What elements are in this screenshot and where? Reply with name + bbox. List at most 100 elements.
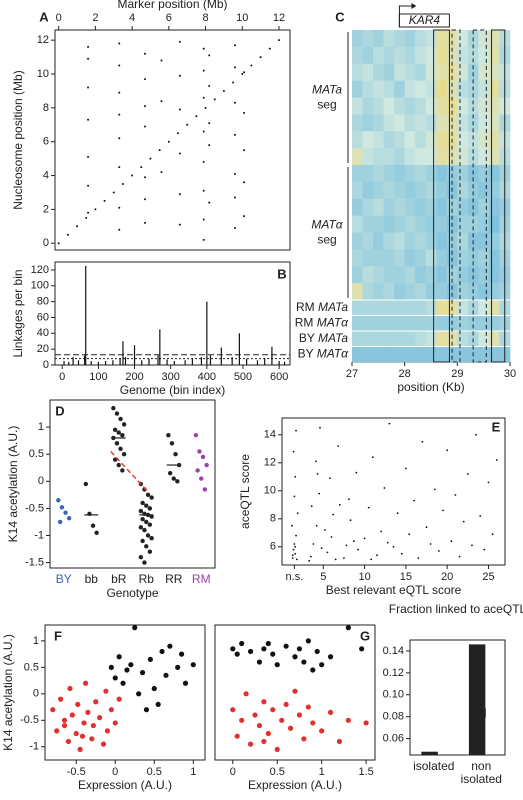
y-axis-label: K14 acetylation (A.U.): [1, 634, 15, 751]
data-point: [233, 101, 236, 104]
data-point: [87, 155, 90, 158]
x-tick-label: 0: [230, 766, 236, 778]
data-point: [296, 712, 303, 718]
heatmap-cell: [488, 181, 500, 200]
data-point: [292, 688, 298, 694]
heatmap-cell: [373, 300, 384, 316]
data-point: [143, 176, 146, 179]
data-point: [112, 427, 118, 433]
data-point: [334, 558, 337, 561]
heatmap-cell: [415, 331, 427, 347]
data-point: [63, 510, 68, 515]
y-tick-label: 0.12: [383, 667, 404, 679]
data-point: [94, 530, 99, 535]
data-point: [116, 462, 121, 468]
data-point: [247, 741, 254, 747]
heatmap-cell: [383, 249, 395, 267]
heatmap-cell: [362, 165, 374, 183]
heatmap-cell: [478, 181, 490, 200]
data-point: [118, 64, 121, 67]
data-point: [87, 86, 90, 89]
data-point: [259, 56, 262, 59]
y-tick-label: -1.5: [25, 556, 44, 568]
data-point: [143, 105, 146, 108]
data-point: [429, 543, 432, 545]
data-point: [294, 545, 297, 548]
heatmap-cell: [383, 46, 395, 65]
heatmap-cell: [383, 80, 395, 98]
x-tick-label: 200: [125, 371, 143, 383]
x-tick-label: 28: [399, 368, 411, 380]
data-point: [178, 40, 181, 43]
heatmap-cell: [457, 249, 469, 267]
panel-letter: C: [335, 9, 345, 24]
heatmap-cell: [352, 249, 363, 267]
heatmap-cell: [383, 198, 395, 216]
data-point: [408, 533, 411, 536]
heatmap-cell: [436, 181, 448, 200]
data-point: [50, 707, 56, 713]
y-tick-label: 12: [264, 457, 276, 469]
heatmap-cell: [425, 215, 437, 233]
y-tick-label: -1: [34, 529, 44, 541]
data-point: [392, 545, 395, 548]
chart-title: Fraction linked to aceQTL: [389, 602, 523, 616]
heatmap-cell: [404, 30, 416, 48]
heatmap-cell: [457, 181, 469, 200]
heatmap-cell: [488, 131, 500, 149]
heatmap-cell: [425, 232, 437, 250]
panel-letter: B: [277, 266, 286, 281]
heatmap-cell: [436, 249, 448, 267]
data-point: [301, 736, 307, 742]
data-point: [144, 544, 149, 549]
heatmap-cell: [488, 165, 500, 183]
data-point: [87, 45, 90, 48]
data-point: [330, 536, 333, 538]
y-tick-label: 6: [43, 136, 49, 148]
data-point: [296, 512, 299, 515]
data-point: [182, 680, 189, 686]
data-point: [118, 91, 121, 94]
y-tick-label: 4: [43, 169, 49, 181]
heatmap-cell: [352, 30, 363, 48]
data-point: [160, 59, 163, 62]
heatmap-cell: [457, 97, 469, 115]
heatmap-cell: [383, 283, 395, 301]
data-point: [295, 534, 297, 537]
heatmap-cell: [383, 215, 395, 233]
heatmap-cell: [362, 46, 374, 65]
heatmap-cell: [457, 283, 469, 301]
heatmap-cell: [457, 114, 469, 132]
heatmap-cell: [404, 232, 416, 250]
gene-label: KAR4: [409, 13, 441, 27]
parent-mating: MATα: [317, 315, 349, 329]
data-point: [329, 477, 331, 480]
heatmap-cell: [436, 148, 448, 166]
x-tick-label: 12: [273, 12, 285, 24]
plot-frame: [409, 639, 506, 756]
data-point: [320, 547, 323, 550]
y-tick-label: -0.5: [20, 714, 39, 726]
data-point: [274, 662, 280, 668]
data-point: [204, 106, 207, 109]
data-point: [256, 722, 263, 729]
data-point: [241, 73, 244, 75]
heatmap-cell: [457, 80, 469, 98]
heatmap-cell: [488, 346, 500, 363]
data-point: [140, 517, 145, 522]
heatmap-cell: [467, 131, 479, 149]
x-tick-label: 0: [59, 371, 65, 383]
data-point: [400, 552, 403, 555]
y-tick-label: 0: [43, 359, 49, 371]
heatmap-cell: [352, 114, 363, 132]
heatmap-cell: [362, 97, 374, 115]
data-point: [87, 184, 90, 187]
data-point: [327, 654, 334, 660]
data-point: [104, 728, 111, 734]
data-point: [143, 707, 150, 713]
data-point: [197, 449, 202, 454]
data-point: [274, 746, 280, 753]
x-tick-label: 27: [346, 368, 358, 380]
heatmap-cell: [404, 283, 416, 301]
data-point: [121, 451, 127, 457]
